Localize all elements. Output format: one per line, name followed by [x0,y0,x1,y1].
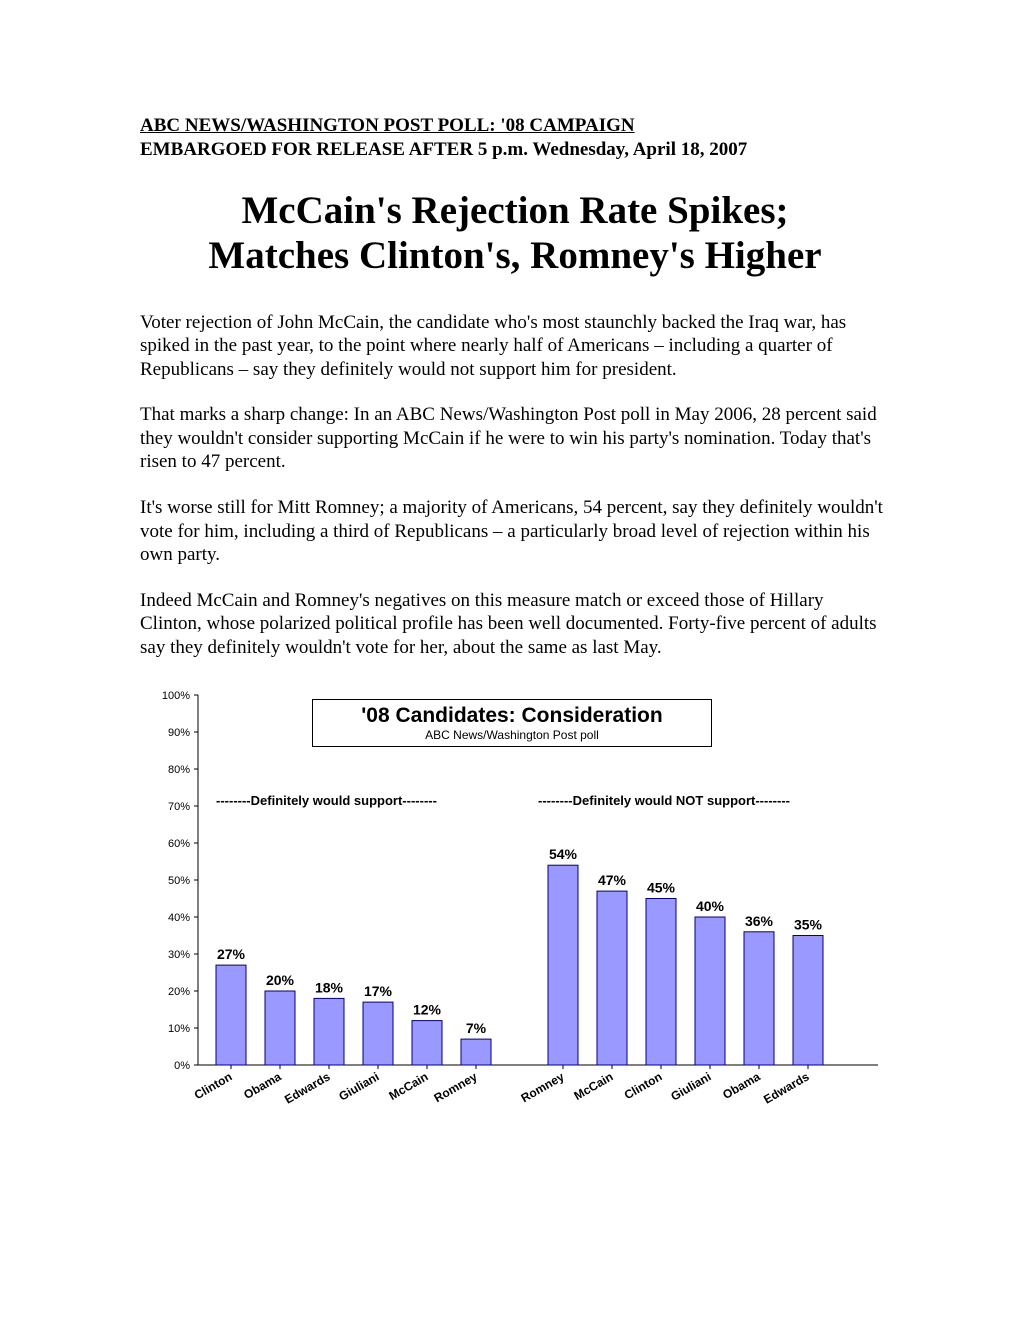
svg-text:36%: 36% [745,913,774,929]
svg-text:Romney: Romney [431,1070,479,1106]
paragraph-4: Indeed McCain and Romney's negatives on … [140,589,890,660]
svg-text:0%: 0% [174,1060,190,1072]
svg-text:80%: 80% [168,764,190,776]
chart-svg: 0% 10% 20% 30% 40% 50% 60% 70% 80% 90% 100% 27% Clin… [152,681,892,1136]
svg-text:Obama: Obama [241,1070,284,1103]
paragraph-1: Voter rejection of John McCain, the cand… [140,311,890,382]
svg-text:35%: 35% [794,917,823,933]
svg-text:70%: 70% [168,801,190,813]
svg-text:Obama: Obama [720,1070,763,1103]
title-line-2: Matches Clinton's, Romney's Higher [208,234,821,277]
svg-text:18%: 18% [315,980,344,996]
paragraph-3: It's worse still for Mitt Romney; a majo… [140,496,890,567]
series-label-support: --------Definitely would support-------- [216,793,437,808]
article-title: McCain's Rejection Rate Spikes; Matches … [140,189,890,279]
svg-text:10%: 10% [168,1023,190,1035]
svg-text:7%: 7% [466,1020,487,1036]
embargo-header: EMBARGOED FOR RELEASE AFTER 5 p.m. Wedne… [140,139,890,161]
svg-text:30%: 30% [168,949,190,961]
svg-text:45%: 45% [647,880,676,896]
chart-title-box: '08 Candidates: Consideration ABC News/W… [312,699,712,747]
svg-text:50%: 50% [168,875,190,887]
svg-text:Giuliani: Giuliani [336,1070,381,1104]
title-line-1: McCain's Rejection Rate Spikes; [241,189,788,232]
poll-source-header: ABC NEWS/WASHINGTON POST POLL: '08 CAMPA… [140,115,890,137]
svg-text:40%: 40% [168,912,190,924]
svg-text:47%: 47% [598,872,627,888]
svg-text:Clinton: Clinton [622,1070,665,1103]
document-page: ABC NEWS/WASHINGTON POST POLL: '08 CAMPA… [0,0,1020,1320]
svg-text:Romney: Romney [518,1070,566,1106]
svg-text:Edwards: Edwards [761,1070,812,1107]
svg-text:90%: 90% [168,727,190,739]
svg-text:54%: 54% [549,846,578,862]
svg-text:Edwards: Edwards [282,1070,333,1107]
svg-text:60%: 60% [168,838,190,850]
svg-text:20%: 20% [168,986,190,998]
svg-text:Giuliani: Giuliani [668,1070,713,1104]
svg-text:27%: 27% [217,946,246,962]
paragraph-2: That marks a sharp change: In an ABC New… [140,403,890,474]
svg-text:Clinton: Clinton [192,1070,235,1103]
svg-text:17%: 17% [364,983,393,999]
series-label-not-support: --------Definitely would NOT support----… [538,793,790,808]
svg-text:12%: 12% [413,1002,442,1018]
svg-text:40%: 40% [696,898,725,914]
svg-text:20%: 20% [266,972,295,988]
chart-subtitle: ABC News/Washington Post poll [313,728,711,742]
chart-title: '08 Candidates: Consideration [313,704,711,728]
svg-text:McCain: McCain [572,1070,616,1103]
svg-text:100%: 100% [162,690,190,702]
svg-text:McCain: McCain [387,1070,431,1103]
consideration-chart: 0% 10% 20% 30% 40% 50% 60% 70% 80% 90% 100% 27% Clin… [152,681,892,1126]
